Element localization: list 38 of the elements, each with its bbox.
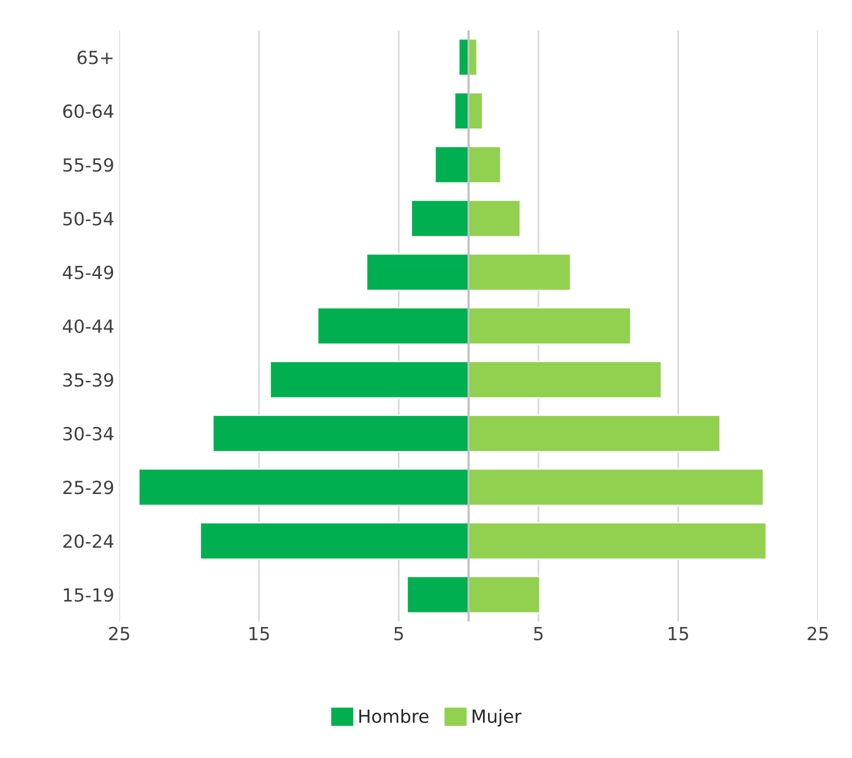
x-tick-label: 5 <box>534 626 543 640</box>
legend-label: Mujer <box>472 709 522 727</box>
y-tick-label: 15-19 <box>64 588 114 602</box>
x-tick-label: 5 <box>394 626 403 640</box>
bar <box>200 522 470 560</box>
bar <box>468 468 764 506</box>
y-tick-label: 25-29 <box>63 480 114 494</box>
x-tick-label: 25 <box>808 626 828 640</box>
bar <box>468 414 721 452</box>
bar <box>317 306 470 345</box>
y-tick-label: 40-44 <box>62 319 114 334</box>
bar <box>468 146 502 184</box>
x-tick-label: 15 <box>668 626 688 640</box>
x-tick-label: 25 <box>109 626 130 640</box>
bar <box>410 199 470 238</box>
y-tick-label: 55-59 <box>63 158 114 172</box>
bar <box>406 576 470 614</box>
bar <box>468 522 767 560</box>
legend-label: Hombre <box>359 709 428 724</box>
y-tick-label: 45-49 <box>62 266 114 280</box>
y-tick-label: 30-34 <box>63 426 114 441</box>
bar <box>468 306 632 345</box>
bar <box>138 468 470 506</box>
bar <box>366 253 470 292</box>
y-tick-label: 60-64 <box>63 104 114 118</box>
bar <box>434 146 470 184</box>
bar <box>468 576 541 614</box>
bar <box>468 253 572 292</box>
x-tick-label: 15 <box>250 626 269 640</box>
y-tick-label: 65+ <box>78 50 113 64</box>
bar <box>269 360 470 399</box>
bar <box>468 199 521 238</box>
y-tick-label: 50-54 <box>63 212 114 226</box>
y-tick-label: 35-39 <box>63 373 114 387</box>
bar <box>212 414 470 452</box>
bar <box>468 360 662 399</box>
bar <box>468 92 484 130</box>
y-tick-label: 20-24 <box>63 534 114 548</box>
